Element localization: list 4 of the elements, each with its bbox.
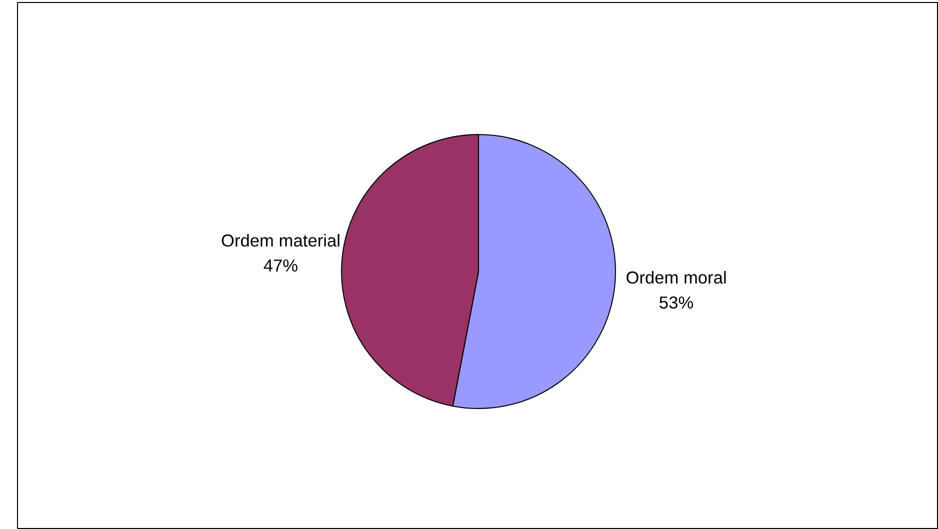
data-label: 53% (658, 292, 694, 313)
slice-label: Ordem moral (626, 268, 727, 288)
slice-label: Ordem material (221, 230, 340, 250)
data-label: 47% (263, 255, 298, 276)
